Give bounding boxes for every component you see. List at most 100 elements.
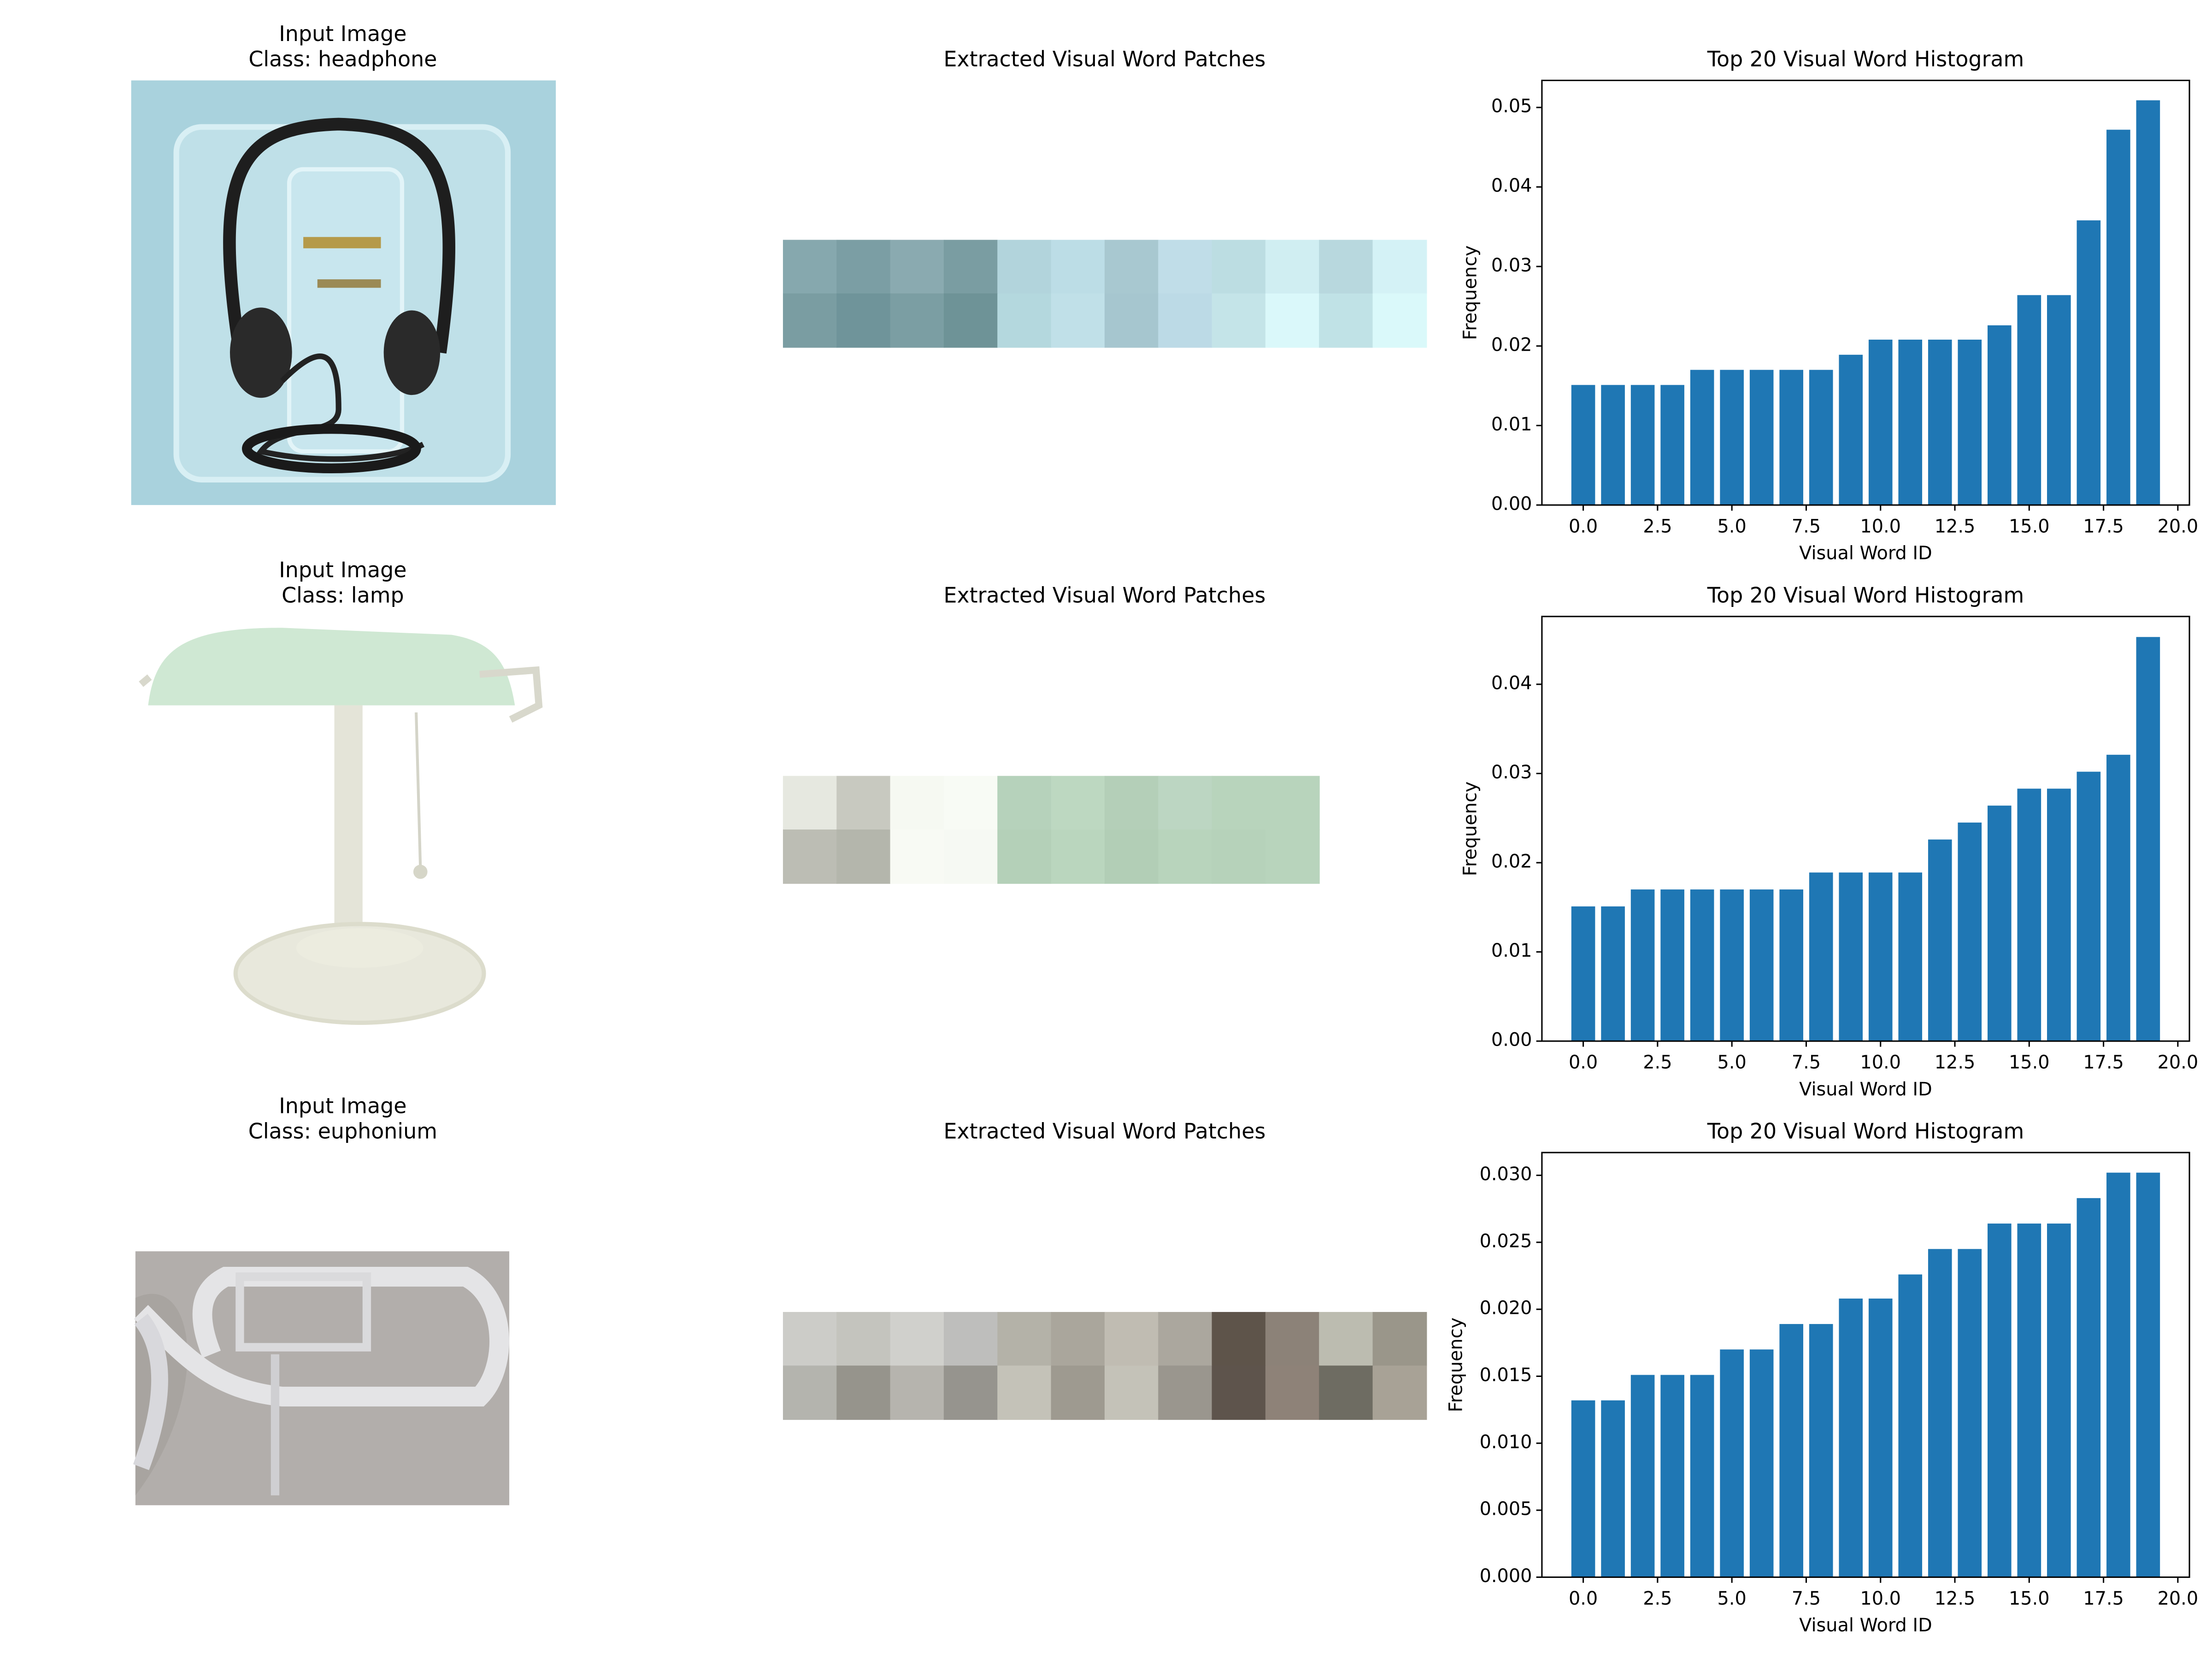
bar bbox=[1630, 385, 1655, 505]
y-tick-label: 0.020 bbox=[1480, 1298, 1532, 1319]
x-tick-label: 20.0 bbox=[2158, 516, 2199, 537]
patch-cell bbox=[1212, 293, 1266, 348]
patch-cell bbox=[836, 1365, 891, 1420]
patch-cell bbox=[943, 293, 998, 348]
patch-cell bbox=[782, 830, 837, 884]
x-tick-label: 7.5 bbox=[1792, 516, 1821, 537]
patch-cell bbox=[1265, 830, 1320, 884]
patch-cell bbox=[1319, 1312, 1374, 1366]
patch-cell bbox=[1158, 830, 1213, 884]
patch-cell bbox=[836, 240, 891, 294]
patch-cell bbox=[1319, 1365, 1374, 1420]
patch-cell bbox=[890, 1312, 945, 1366]
x-tick-label: 15.0 bbox=[2009, 516, 2050, 537]
bar bbox=[1571, 385, 1595, 505]
patch-cell bbox=[1104, 293, 1159, 348]
patch-cell bbox=[997, 776, 1052, 830]
lamp-image bbox=[139, 628, 543, 1025]
y-axis-label: Frequency bbox=[1446, 1318, 1467, 1412]
x-tick-label: 2.5 bbox=[1643, 1588, 1672, 1609]
y-tick-label: 0.005 bbox=[1480, 1499, 1532, 1520]
bar bbox=[1749, 889, 1774, 1041]
patch-cell bbox=[1265, 240, 1320, 294]
patch-cell bbox=[1372, 1365, 1427, 1420]
bar bbox=[1571, 1400, 1595, 1577]
bar bbox=[2047, 788, 2071, 1041]
euphonium-image bbox=[133, 1251, 510, 1506]
bar bbox=[1987, 325, 2012, 505]
x-tick-label: 5.0 bbox=[1718, 1052, 1747, 1073]
patch-cell bbox=[1212, 776, 1266, 830]
bar bbox=[2077, 220, 2101, 505]
patch-cell bbox=[1158, 1365, 1213, 1420]
x-tick-label: 2.5 bbox=[1643, 1052, 1672, 1073]
x-tick-label: 12.5 bbox=[1935, 1052, 1976, 1073]
bar bbox=[1571, 906, 1595, 1041]
bar bbox=[2017, 788, 2041, 1041]
patch-cell bbox=[836, 1312, 891, 1366]
bar bbox=[1809, 1324, 1833, 1577]
bar bbox=[1690, 1375, 1714, 1577]
patch-cell bbox=[1212, 1312, 1266, 1366]
patch-cell bbox=[1212, 1365, 1266, 1420]
patch-cell bbox=[1104, 1312, 1159, 1366]
bar bbox=[1660, 1375, 1684, 1577]
patch-cell bbox=[782, 1365, 837, 1420]
y-tick-label: 0.01 bbox=[1491, 940, 1532, 961]
y-tick-label: 0.000 bbox=[1480, 1565, 1532, 1587]
bar bbox=[1868, 872, 1893, 1041]
bar bbox=[1690, 889, 1714, 1041]
bar bbox=[1630, 889, 1655, 1041]
bar bbox=[1868, 340, 1893, 505]
class-label: Class: euphonium bbox=[248, 1119, 437, 1144]
bar bbox=[1928, 839, 1952, 1041]
axes-frame bbox=[1541, 616, 2190, 1042]
image-title: Input Image bbox=[279, 21, 406, 46]
bar bbox=[1958, 340, 1982, 505]
patch-cell bbox=[1051, 776, 1106, 830]
x-tick-label: 5.0 bbox=[1718, 1588, 1747, 1609]
bar bbox=[1720, 1349, 1744, 1577]
patch-cell bbox=[1265, 1365, 1320, 1420]
bar bbox=[1809, 872, 1833, 1041]
bar bbox=[1720, 889, 1744, 1041]
class-label: Class: headphone bbox=[248, 47, 437, 71]
y-tick-label: 0.05 bbox=[1491, 96, 1532, 117]
bar bbox=[1958, 822, 1982, 1041]
y-tick-label: 0.04 bbox=[1491, 175, 1532, 196]
bar bbox=[1958, 1249, 1982, 1577]
bar bbox=[2017, 1224, 2041, 1577]
y-tick-label: 0.03 bbox=[1491, 762, 1532, 783]
bar bbox=[1839, 354, 1863, 505]
y-tick-label: 0.015 bbox=[1480, 1365, 1532, 1386]
bar bbox=[2077, 1198, 2101, 1577]
x-tick-label: 10.0 bbox=[1860, 1588, 1901, 1609]
bar bbox=[1779, 370, 1803, 505]
x-tick-label: 15.0 bbox=[2009, 1588, 2050, 1609]
bar bbox=[1749, 370, 1774, 505]
image-title: Input Image bbox=[279, 557, 406, 582]
bar bbox=[2106, 1172, 2130, 1577]
patch-cell bbox=[943, 776, 998, 830]
y-axis-label: Frequency bbox=[1459, 782, 1481, 877]
patch-cell bbox=[997, 830, 1052, 884]
patch-cell bbox=[1158, 293, 1213, 348]
patch-cell bbox=[1319, 240, 1374, 294]
patch-cell bbox=[782, 1312, 837, 1366]
bar bbox=[2106, 754, 2130, 1041]
x-tick-label: 20.0 bbox=[2158, 1052, 2199, 1073]
patch-cell bbox=[1051, 1312, 1106, 1366]
patch-cell bbox=[1158, 776, 1213, 830]
x-tick-label: 17.5 bbox=[2083, 1588, 2124, 1609]
patch-cell bbox=[782, 293, 837, 348]
patch-cell bbox=[1212, 830, 1266, 884]
y-axis-label: Frequency bbox=[1459, 245, 1481, 340]
patches-title: Extracted Visual Word Patches bbox=[944, 1119, 1266, 1144]
patch-cell bbox=[1051, 830, 1106, 884]
bar bbox=[1660, 385, 1684, 505]
bar bbox=[1898, 340, 1923, 505]
patch-cell bbox=[943, 240, 998, 294]
x-tick-label: 12.5 bbox=[1935, 1588, 1976, 1609]
bar bbox=[1749, 1349, 1774, 1577]
